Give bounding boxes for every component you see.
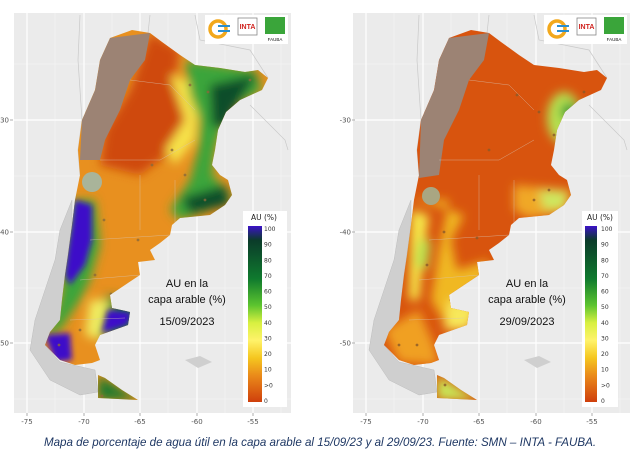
- inta-logo-text: INTA: [240, 24, 256, 31]
- inta-logo-icon: [576, 17, 597, 36]
- x-tick-label: -65: [473, 418, 484, 426]
- legend-tick-label: 10: [601, 367, 609, 374]
- legend-tick-label: 80: [264, 257, 272, 264]
- x-tick-label: -55: [247, 418, 258, 426]
- legend-tick-label: 0: [264, 398, 268, 405]
- figure-caption: Mapa de porcentaje de agua útil en la ca…: [43, 436, 597, 449]
- legend-tick-label: 60: [601, 289, 609, 296]
- legend-tick-label: 50: [264, 304, 272, 311]
- legend-tick-label: 70: [601, 273, 609, 280]
- x-tick-label: -65: [134, 418, 145, 426]
- fauba-logo-text: FAUBA: [607, 37, 622, 42]
- legend-tick-label: 10: [264, 367, 272, 374]
- inta-logo-icon: [237, 17, 258, 36]
- x-tick-label: -60: [191, 418, 202, 426]
- logos: INTA FAUBA: [205, 15, 288, 44]
- fauba-logo-icon: [604, 17, 624, 34]
- legend: AU (%) 100 90 80 70 60 50 40 30 20 10 >0 0: [582, 211, 618, 407]
- legend-tick-label: 100: [264, 226, 276, 233]
- x-tick-label: -75: [360, 418, 371, 426]
- fauba-logo-icon: [265, 17, 285, 34]
- y-tick-label: -40: [0, 229, 9, 237]
- map-date: 15/09/2023: [159, 316, 214, 328]
- inta-logo-text: INTA: [579, 24, 595, 31]
- legend-tick-label: 30: [264, 335, 272, 342]
- x-tick-label: -55: [586, 418, 597, 426]
- y-tick-label: -50: [0, 340, 9, 348]
- legend-tick-label: 90: [601, 242, 609, 249]
- legend-tick-label: 70: [264, 273, 272, 280]
- legend: AU (%) 100 90 80 70 60 50 40 30 20 10 >0 0: [243, 211, 287, 407]
- map-title-line2: capa arable (%): [148, 294, 226, 306]
- legend-title: AU (%): [587, 213, 613, 222]
- legend-colorbar: [248, 226, 262, 402]
- legend-tick-label: 80: [601, 257, 609, 264]
- map-date: 29/09/2023: [499, 316, 554, 328]
- x-tick-label: -70: [417, 418, 428, 426]
- x-tick-label: -60: [530, 418, 541, 426]
- y-tick-label: -30: [340, 117, 351, 125]
- legend-tick-label: 30: [601, 335, 609, 342]
- maps-figure: INTA FAUBA AU en la capa arable (%) 15/0…: [0, 12, 631, 426]
- legend-tick-label: 40: [264, 320, 272, 327]
- legend-tick-label: >0: [601, 382, 610, 389]
- smn-logo-icon: [208, 19, 228, 39]
- legend-tick-label: >0: [264, 382, 273, 389]
- legend-tick-label: 50: [601, 304, 609, 311]
- y-tick-label: -50: [340, 340, 351, 348]
- legend-tick-label: 90: [264, 242, 272, 249]
- map-title-line1: AU en la: [166, 278, 209, 290]
- legend-colorbar: [585, 226, 597, 402]
- fauba-logo-text: FAUBA: [268, 37, 283, 42]
- smn-logo-icon: [547, 19, 567, 39]
- legend-tick-label: 0: [601, 398, 605, 405]
- legend-tick-label: 20: [601, 351, 609, 358]
- map-panel-15-09-2023: INTA FAUBA AU en la capa arable (%) 15/0…: [0, 12, 292, 426]
- logos: INTA FAUBA: [544, 15, 627, 44]
- legend-tick-label: 60: [264, 289, 272, 296]
- y-tick-label: -30: [0, 117, 9, 125]
- map-title-line2: capa arable (%): [488, 294, 566, 306]
- x-tick-label: -75: [21, 418, 32, 426]
- legend-tick-label: 20: [264, 351, 272, 358]
- map-panel-29-09-2023: INTA FAUBA AU en la capa arable (%) 29/0…: [340, 12, 631, 426]
- legend-title: AU (%): [251, 213, 277, 222]
- map-title-line1: AU en la: [506, 278, 549, 290]
- legend-tick-label: 100: [601, 226, 613, 233]
- y-tick-label: -40: [340, 229, 351, 237]
- legend-tick-label: 40: [601, 320, 609, 327]
- x-tick-label: -70: [78, 418, 89, 426]
